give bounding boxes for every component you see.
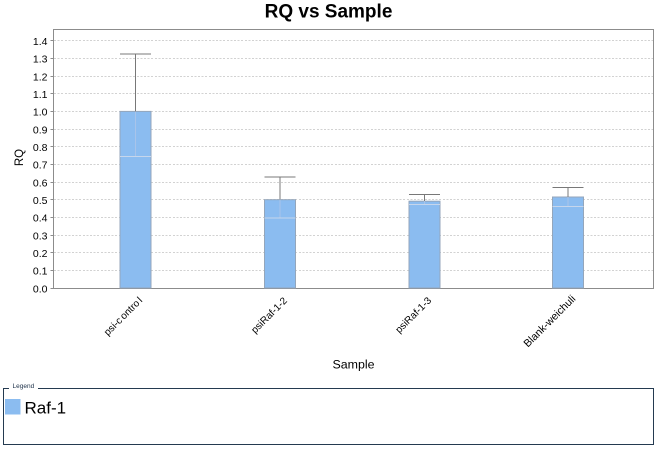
svg-text:RQ: RQ: [14, 149, 26, 166]
svg-text:0.7: 0.7: [33, 160, 48, 172]
svg-text:Sample: Sample: [332, 358, 374, 372]
svg-text:0.1: 0.1: [33, 266, 48, 278]
svg-text:RQ vs Sample: RQ vs Sample: [265, 2, 393, 23]
svg-text:0.5: 0.5: [33, 195, 48, 207]
svg-text:0.6: 0.6: [33, 177, 48, 189]
svg-text:0.3: 0.3: [33, 230, 48, 242]
svg-text:Raf-1: Raf-1: [25, 399, 67, 418]
svg-text:0.0: 0.0: [33, 283, 48, 295]
svg-text:1.4: 1.4: [33, 36, 48, 48]
svg-text:1.2: 1.2: [33, 71, 48, 83]
svg-text:0.9: 0.9: [33, 124, 48, 136]
svg-text:Legend: Legend: [13, 383, 35, 390]
svg-text:1.0: 1.0: [33, 107, 48, 119]
svg-text:1.1: 1.1: [33, 89, 48, 101]
svg-text:1.3: 1.3: [33, 54, 48, 66]
svg-text:0.2: 0.2: [33, 248, 48, 260]
svg-text:0.8: 0.8: [33, 142, 48, 154]
svg-text:0.4: 0.4: [33, 213, 48, 225]
